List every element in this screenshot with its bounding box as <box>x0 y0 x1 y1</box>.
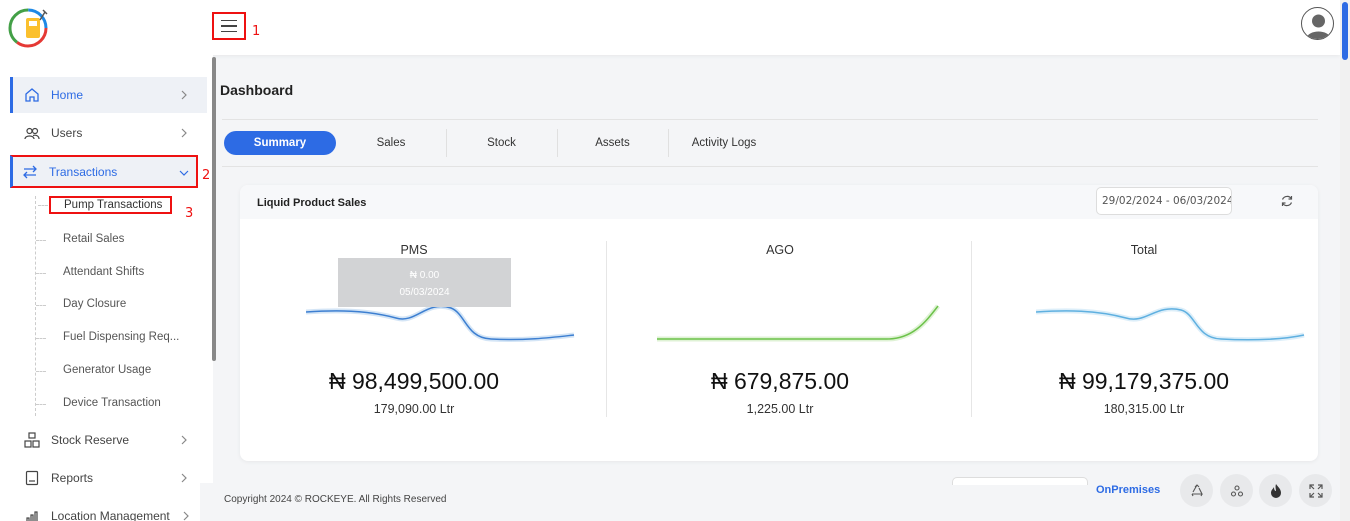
expand-button[interactable] <box>1299 474 1332 507</box>
footer <box>200 483 1340 521</box>
metric-title-total: Total <box>1130 243 1158 257</box>
sparkline-pms[interactable] <box>306 300 576 345</box>
card-title: Liquid Product Sales <box>257 197 367 209</box>
hamburger-icon <box>221 19 237 22</box>
fuel-pump-logo[interactable] <box>8 6 50 48</box>
sidebar-subitem-day-closure[interactable]: Day Closure <box>35 298 127 310</box>
metric-litres-total: 180,315.00 Ltr <box>1103 402 1185 416</box>
location-chart-icon <box>24 509 40 521</box>
expand-icon <box>1308 483 1323 498</box>
sidebar-subitem-pump-transactions[interactable]: Pump Transactions <box>37 196 173 214</box>
sidebar-subitem-device-transaction[interactable]: Device Transaction <box>36 397 161 409</box>
sidebar-item-label: Stock Reserve <box>51 433 130 447</box>
date-range-input[interactable]: 29/02/2024 - 06/03/2024 <box>1096 187 1232 215</box>
copyright-text: Copyright 2024 © ROCKEYE. All Rights Res… <box>224 494 447 505</box>
cluster-icon <box>1230 484 1243 497</box>
tooltip-value: ₦ 0.00 <box>409 270 440 281</box>
chevron-right-icon <box>181 90 187 100</box>
tab-stock[interactable]: Stock <box>487 137 516 149</box>
sidebar-item-label: Location Management <box>51 509 170 521</box>
chevron-right-icon <box>181 128 187 138</box>
sidebar-subitem-fuel-dispensing[interactable]: Fuel Dispensing Req... <box>35 331 180 343</box>
partially-hidden-input[interactable] <box>952 477 1088 485</box>
sidebar-item-label: Reports <box>51 471 94 485</box>
transfer-icon <box>22 164 38 180</box>
sidebar-item-label: Home <box>51 88 84 102</box>
user-avatar-icon[interactable] <box>1301 7 1334 40</box>
top-header <box>0 0 1340 55</box>
sidebar-scrollbar[interactable] <box>212 57 216 361</box>
page-title: Dashboard <box>220 82 294 98</box>
sidebar-item-home[interactable]: Home <box>10 77 207 113</box>
annotation-label: 2 <box>202 168 211 183</box>
chevron-down-icon <box>179 170 189 176</box>
chevron-right-icon <box>181 435 187 445</box>
cluster-button[interactable] <box>1220 474 1253 507</box>
sidebar-item-label: Transactions <box>49 164 118 179</box>
users-icon <box>24 125 40 141</box>
sidebar-item-stock-reserve[interactable]: Stock Reserve <box>10 422 207 458</box>
tab-summary[interactable]: Summary <box>224 131 336 155</box>
tab-assets[interactable]: Assets <box>595 137 630 149</box>
sidebar-item-transactions[interactable]: Transactions <box>10 155 198 188</box>
liquid-product-sales-card: Liquid Product Sales 29/02/2024 - 06/03/… <box>240 185 1318 461</box>
recycle-button[interactable] <box>1180 474 1213 507</box>
sidebar-item-label: Users <box>51 126 83 140</box>
chart-tooltip: ₦ 0.00 05/03/2024 <box>338 258 511 307</box>
metric-title-ago: AGO <box>766 243 794 257</box>
report-icon <box>24 470 40 486</box>
sidebar-item-reports[interactable]: Reports <box>10 460 207 496</box>
chevron-right-icon <box>181 473 187 483</box>
annotation-label: 3 <box>185 206 194 221</box>
chevron-right-icon <box>183 511 189 521</box>
hamburger-menu-button[interactable] <box>212 12 246 40</box>
recycle-icon <box>1191 483 1203 496</box>
tab-activity-logs[interactable]: Activity Logs <box>691 137 757 149</box>
sidebar-subitem-generator-usage[interactable]: Generator Usage <box>35 364 152 376</box>
metric-amount-ago: ₦ 679,875.00 <box>710 368 850 394</box>
sidebar-item-users[interactable]: Users <box>10 115 207 151</box>
deployment-mode-label: OnPremises <box>1096 484 1161 496</box>
tooltip-date: 05/03/2024 <box>399 287 450 298</box>
metric-litres-ago: 1,225.00 Ltr <box>746 402 814 416</box>
fire-icon <box>1270 483 1281 498</box>
submenu-tree-line <box>35 196 36 416</box>
sidebar-subitem-attendant-shifts[interactable]: Attendant Shifts <box>35 266 145 278</box>
home-icon <box>24 87 40 103</box>
metric-amount-pms: ₦ 98,499,500.00 <box>328 368 500 394</box>
metric-litres-pms: 179,090.00 Ltr <box>373 402 455 416</box>
sparkline-total[interactable] <box>1036 300 1306 345</box>
boxes-icon <box>24 432 40 448</box>
annotation-label: 1 <box>252 24 261 39</box>
metric-title-pms: PMS <box>400 243 428 257</box>
sidebar-subitem-retail-sales[interactable]: Retail Sales <box>35 233 125 245</box>
fire-button[interactable] <box>1259 474 1292 507</box>
refresh-icon[interactable] <box>1280 194 1294 208</box>
tab-sales[interactable]: Sales <box>376 137 406 149</box>
metric-amount-total: ₦ 99,179,375.00 <box>1058 368 1230 394</box>
sidebar-item-location-management[interactable]: Location Management <box>10 499 207 521</box>
sparkline-ago[interactable] <box>657 303 941 343</box>
page-scrollbar[interactable] <box>1340 0 1350 521</box>
